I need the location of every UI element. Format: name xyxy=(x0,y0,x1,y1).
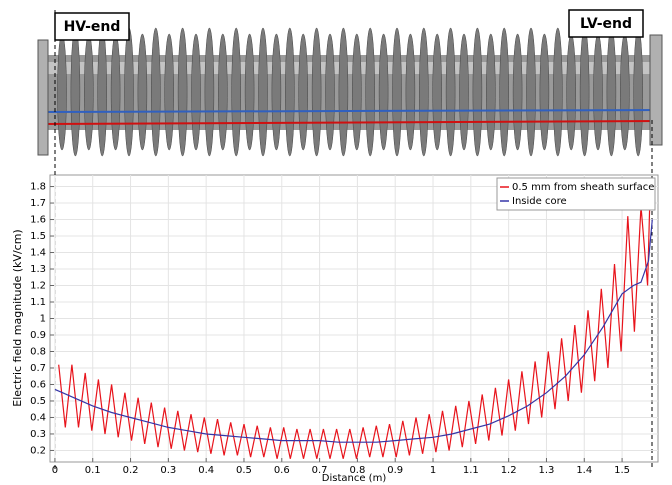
shed xyxy=(299,34,308,150)
legend-label: 0.5 mm from sheath surface xyxy=(512,182,654,193)
shed xyxy=(406,34,415,150)
x-tick-label: 1 xyxy=(430,465,436,476)
x-tick-label: 0.8 xyxy=(349,465,365,476)
x-tick-label: 0.2 xyxy=(123,465,139,476)
x-tick-label: 1.2 xyxy=(501,465,517,476)
shed xyxy=(232,28,241,156)
shed xyxy=(151,28,160,156)
shed xyxy=(460,34,469,150)
shed xyxy=(607,28,616,156)
x-tick-label: 1.1 xyxy=(463,465,479,476)
shed xyxy=(272,34,281,150)
shed xyxy=(419,28,428,156)
end-fitting xyxy=(38,40,48,155)
x-tick-label: 0.7 xyxy=(312,465,328,476)
y-tick-label: 0.8 xyxy=(30,346,46,357)
y-tick-label: 0.5 xyxy=(30,396,46,407)
x-tick-label: 0.4 xyxy=(198,465,214,476)
shed xyxy=(58,34,67,150)
shed xyxy=(580,28,589,156)
shed xyxy=(473,28,482,156)
y-tick-label: 1.7 xyxy=(30,198,46,209)
shed xyxy=(218,34,227,150)
y-tick-label: 1.6 xyxy=(30,215,46,226)
shed xyxy=(446,28,455,156)
shed xyxy=(527,28,536,156)
shed xyxy=(634,28,643,156)
shed xyxy=(138,34,147,150)
y-tick-label: 1.4 xyxy=(30,248,46,259)
y-tick-label: 0.7 xyxy=(30,363,46,374)
chart: HV-end LV-end Distance (m) Electric fiel… xyxy=(0,0,672,485)
y-tick-label: 1 xyxy=(40,314,46,325)
y-tick-label: 0.6 xyxy=(30,379,46,390)
shed xyxy=(259,28,268,156)
y-tick-label: 0.2 xyxy=(30,445,46,456)
shed xyxy=(98,28,107,156)
x-tick-label: 0.6 xyxy=(274,465,290,476)
shed xyxy=(71,28,80,156)
shed xyxy=(379,34,388,150)
shed xyxy=(178,28,187,156)
shed xyxy=(500,28,509,156)
shed xyxy=(312,28,321,156)
y-axis-label: Electric field magnitude (kV/cm) xyxy=(11,229,24,406)
legend-label: Inside core xyxy=(512,196,567,207)
x-tick-label: 0.3 xyxy=(160,465,176,476)
shed xyxy=(125,28,134,156)
y-tick-label: 1.5 xyxy=(30,231,46,242)
shed xyxy=(84,34,93,150)
shed xyxy=(326,34,335,150)
y-tick-label: 1.1 xyxy=(30,297,46,308)
shed xyxy=(165,34,174,150)
y-tick-label: 1.8 xyxy=(30,182,46,193)
x-tick-label: 0.5 xyxy=(236,465,252,476)
shed xyxy=(620,34,629,150)
shed xyxy=(192,34,201,150)
shed xyxy=(245,34,254,150)
shed xyxy=(486,34,495,150)
shed xyxy=(339,28,348,156)
x-tick-label: 0 xyxy=(52,465,58,476)
lv-end-label: LV-end xyxy=(580,16,632,32)
x-tick-label: 1.3 xyxy=(539,465,555,476)
shed xyxy=(513,34,522,150)
shed xyxy=(540,34,549,150)
x-tick-label: 1.5 xyxy=(614,465,630,476)
y-tick-label: 0.4 xyxy=(30,412,46,423)
y-tick-label: 1.3 xyxy=(30,264,46,275)
x-tick-label: 0.1 xyxy=(85,465,101,476)
y-tick-label: 1.2 xyxy=(30,281,46,292)
shed xyxy=(433,34,442,150)
shed xyxy=(205,28,214,156)
shed xyxy=(567,34,576,150)
shed xyxy=(111,34,120,150)
y-tick-label: 0.3 xyxy=(30,429,46,440)
shed xyxy=(352,34,361,150)
y-tick-label: 0.9 xyxy=(30,330,46,341)
shed xyxy=(366,28,375,156)
shed xyxy=(285,28,294,156)
shed xyxy=(553,28,562,156)
shed xyxy=(393,28,402,156)
x-tick-label: 0.9 xyxy=(387,465,403,476)
page: HV-end LV-end Distance (m) Electric fiel… xyxy=(0,0,672,485)
hv-end-label: HV-end xyxy=(64,19,121,35)
x-tick-label: 1.4 xyxy=(576,465,592,476)
shed xyxy=(594,34,603,150)
insulator-image xyxy=(38,28,662,156)
